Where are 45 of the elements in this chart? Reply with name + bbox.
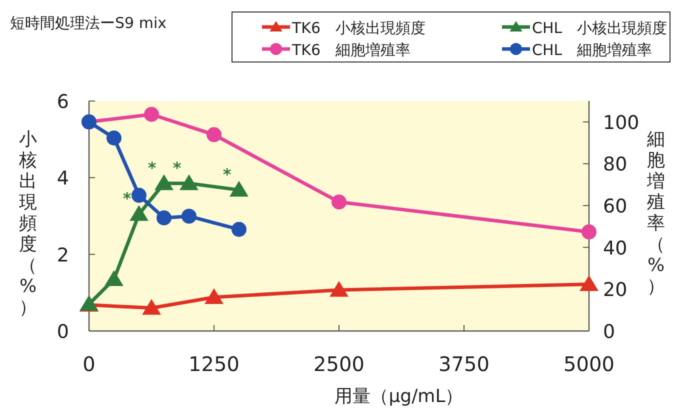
point bbox=[580, 275, 598, 291]
y2-tick-label: 40 bbox=[603, 237, 628, 260]
legend-label: CHL 細胞増殖率 bbox=[532, 41, 652, 59]
legend-label: TK6 細胞増殖率 bbox=[291, 41, 411, 59]
point bbox=[206, 127, 222, 142]
point bbox=[582, 224, 596, 240]
x-tick-label: 3750 bbox=[438, 352, 490, 376]
point bbox=[230, 180, 248, 197]
point bbox=[132, 188, 146, 203]
point bbox=[204, 288, 224, 304]
point bbox=[154, 174, 174, 190]
annotation: * bbox=[148, 158, 157, 178]
point bbox=[332, 194, 346, 210]
y-tick-label: 2 bbox=[56, 244, 69, 266]
legend-label: CHL 小核出現頻度 bbox=[532, 19, 668, 37]
point bbox=[180, 174, 198, 190]
annotation: * bbox=[172, 158, 182, 178]
annotation: * bbox=[122, 189, 132, 208]
y2-tick-label: 60 bbox=[603, 196, 628, 218]
point bbox=[144, 106, 159, 122]
y2-tick-label: 100 bbox=[603, 112, 640, 134]
point bbox=[130, 205, 148, 221]
point bbox=[232, 222, 246, 237]
x-axis-title: 用量（μg/mL） bbox=[334, 386, 464, 407]
point bbox=[182, 208, 196, 224]
y-tick-label: 4 bbox=[56, 168, 69, 190]
x-tick-label: 2500 bbox=[314, 352, 364, 376]
y2-tick-label: 20 bbox=[603, 279, 628, 302]
x-tick-label: 0 bbox=[82, 352, 96, 376]
legend-label: TK6 小核出現頻度 bbox=[291, 19, 426, 37]
point bbox=[330, 280, 348, 297]
y2-axis-title: 細胞増殖率（%） bbox=[646, 129, 665, 297]
point bbox=[106, 130, 122, 146]
text: 小核出現頻度（%） bbox=[19, 129, 37, 318]
y2-tick-label: 80 bbox=[603, 154, 628, 176]
chart-title: 短時間処理法ーS9 mix bbox=[10, 14, 167, 32]
y-tick-label: 0 bbox=[56, 321, 69, 343]
point bbox=[104, 270, 124, 286]
x-tick-label: 1250 bbox=[188, 352, 240, 376]
point bbox=[156, 210, 172, 226]
y2-tick-label: 0 bbox=[603, 321, 616, 343]
x-tick-label: 5000 bbox=[564, 352, 614, 376]
point bbox=[142, 299, 161, 315]
annotation: * bbox=[222, 164, 232, 184]
y-tick-label: 6 bbox=[56, 91, 69, 113]
